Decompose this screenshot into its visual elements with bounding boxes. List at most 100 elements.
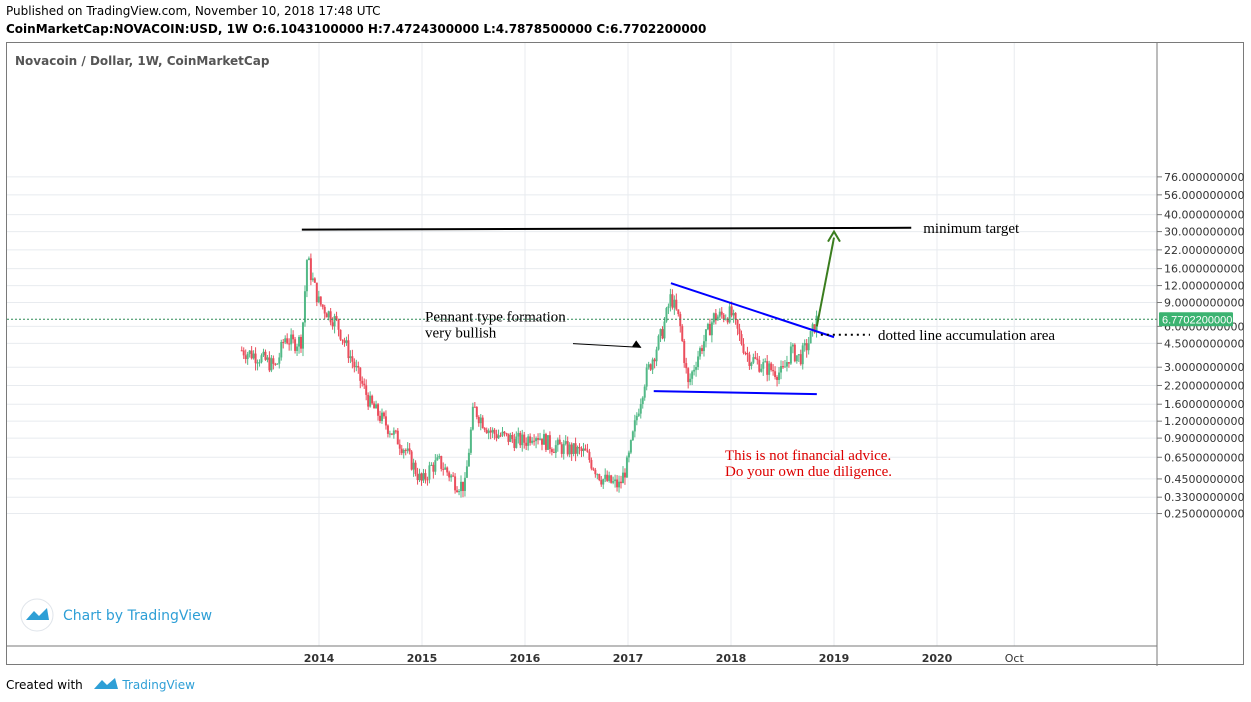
- candle-body: [258, 362, 261, 364]
- candle-body: [371, 395, 374, 404]
- candle-body: [323, 306, 326, 314]
- candle-body: [639, 404, 642, 414]
- candle-body: [570, 444, 573, 455]
- candle-body: [550, 449, 553, 452]
- candle-body: [515, 436, 518, 448]
- tradingview-logo-icon: [26, 608, 49, 620]
- candle-body: [359, 367, 362, 381]
- candle-body: [780, 366, 783, 373]
- price-axis[interactable]: 76.0000000000 56.0000000000 40.0000000000 3…: [1157, 171, 1245, 521]
- y-tick-label: 0.3300000000: [1164, 491, 1244, 504]
- candle-body: [537, 438, 540, 440]
- candle-body: [675, 299, 678, 310]
- candle-body: [426, 479, 429, 481]
- candle-body: [564, 441, 567, 444]
- candle-body: [262, 351, 265, 356]
- candle-body: [756, 358, 759, 361]
- candle-body: [659, 329, 662, 336]
- candle-body: [467, 452, 470, 467]
- candle-body: [643, 386, 646, 398]
- candle-body: [685, 363, 688, 369]
- candle-body: [580, 448, 583, 452]
- candle-body: [766, 361, 769, 375]
- candle-body: [519, 432, 522, 446]
- candle-body: [533, 440, 536, 442]
- candle-body: [444, 467, 447, 470]
- y-tick-label: 16.0000000000: [1164, 263, 1245, 276]
- candle-body: [754, 357, 757, 359]
- chart-svg[interactable]: minimum target dotted line accumulation a…: [7, 43, 1245, 666]
- candle-body: [392, 430, 395, 435]
- candle-body: [430, 464, 433, 466]
- candle-body: [541, 438, 544, 445]
- candle-body: [394, 430, 397, 432]
- y-tick-label: 1.6000000000: [1164, 398, 1244, 411]
- candle-body: [602, 479, 605, 485]
- candle-body: [687, 368, 690, 383]
- candle-body: [582, 448, 585, 452]
- candle-body: [661, 329, 664, 339]
- candle-body: [734, 312, 737, 320]
- candle-body: [438, 456, 441, 458]
- candle-body: [627, 452, 630, 458]
- candle-body: [614, 479, 617, 482]
- candle-body: [390, 433, 393, 435]
- candle-body: [592, 468, 595, 470]
- pennant-pointer-arrowhead: [632, 340, 642, 348]
- watermark-text[interactable]: Chart by TradingView: [63, 608, 212, 624]
- pennant-label-line: Pennant type formation: [425, 310, 566, 326]
- candle-body: [629, 440, 632, 453]
- candle-body: [693, 369, 696, 372]
- candle-body: [509, 435, 512, 442]
- candle-body: [282, 342, 285, 344]
- candle-body: [408, 448, 411, 452]
- candle-body: [568, 444, 571, 455]
- x-tick-label: 2019: [819, 652, 850, 665]
- candle-body: [428, 465, 431, 480]
- candle-body: [740, 334, 743, 344]
- candle-body: [507, 433, 510, 442]
- candle-body: [811, 324, 814, 332]
- candle-body: [458, 491, 461, 493]
- y-tick-label: 12.0000000000: [1164, 280, 1245, 293]
- watermark[interactable]: Chart by TradingView: [20, 598, 212, 632]
- candle-body: [649, 364, 652, 370]
- candle-body: [789, 346, 792, 364]
- time-axis[interactable]: 2014 2015 2016 2017 2018 2019 2020 Oct: [304, 652, 1025, 665]
- candle-body: [264, 351, 267, 360]
- candle-body: [641, 397, 644, 405]
- candle-body: [357, 365, 360, 368]
- ohlc-info: CoinMarketCap:NOVACOIN:USD, 1W O:6.10431…: [6, 22, 707, 36]
- candle-body: [290, 334, 293, 345]
- candle-body: [748, 354, 751, 366]
- footer-brand-link[interactable]: TradingView: [122, 678, 195, 692]
- candle-body: [562, 443, 565, 454]
- pennant-lower-line: [653, 390, 817, 396]
- footer: Created with TradingView: [6, 677, 195, 692]
- candle-body: [633, 420, 636, 432]
- candle-body: [722, 314, 725, 320]
- candle-body: [730, 306, 733, 316]
- candlestick-series: [240, 253, 818, 498]
- candle-body: [635, 415, 638, 421]
- candle-body: [701, 348, 704, 352]
- candle-body: [296, 346, 299, 351]
- candle-body: [286, 338, 289, 344]
- candle-body: [612, 481, 615, 483]
- x-tick-label: 2020: [922, 652, 953, 665]
- candle-body: [347, 340, 350, 359]
- candle-body: [303, 291, 306, 323]
- candle-body: [244, 355, 247, 360]
- candle-body: [566, 441, 569, 455]
- candle-body: [416, 474, 419, 481]
- grid-lines: [7, 43, 1157, 646]
- candle-body: [604, 474, 607, 480]
- candle-body: [809, 331, 812, 344]
- candle-body: [384, 416, 387, 426]
- chart-panel[interactable]: minimum target dotted line accumulation a…: [6, 42, 1245, 666]
- candle-body: [276, 363, 279, 365]
- candle-body: [556, 439, 559, 446]
- candle-body: [665, 308, 668, 322]
- candle-body: [560, 444, 563, 454]
- candle-body: [329, 311, 332, 323]
